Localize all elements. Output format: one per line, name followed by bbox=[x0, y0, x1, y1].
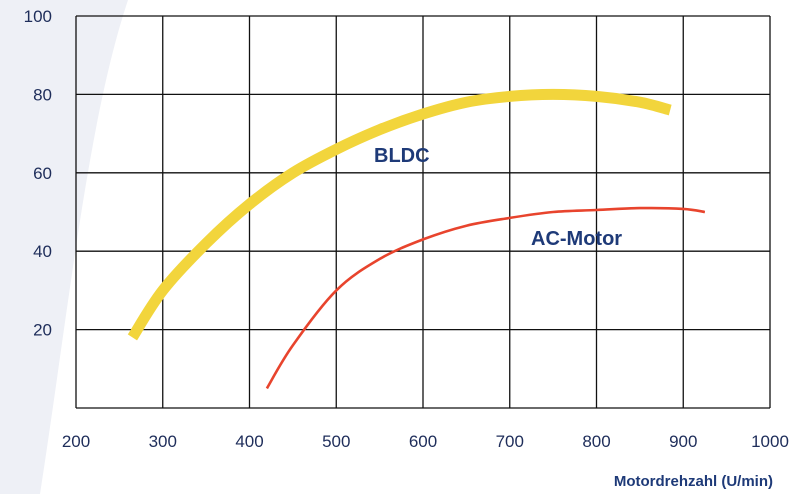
x-tick-label-400: 400 bbox=[235, 432, 263, 451]
chart-ticks: 200 300 400 500 600 700 800 900 1000 20 40 60 80 100 bbox=[24, 7, 789, 451]
x-tick-label-800: 800 bbox=[582, 432, 610, 451]
chart-grid bbox=[75, 15, 771, 409]
x-tick-label-700: 700 bbox=[496, 432, 524, 451]
background-swoosh bbox=[0, 0, 128, 494]
y-tick-label-40: 40 bbox=[33, 242, 52, 261]
y-tick-label-20: 20 bbox=[33, 321, 52, 340]
x-tick-label-900: 900 bbox=[669, 432, 697, 451]
series-label-ac-motor: AC-Motor bbox=[531, 228, 622, 250]
series-line-ac-motor bbox=[265, 206, 706, 390]
y-tick-label-80: 80 bbox=[33, 85, 52, 104]
y-tick-label-100: 100 bbox=[24, 7, 52, 26]
x-tick-label-300: 300 bbox=[149, 432, 177, 451]
y-tick-label-60: 60 bbox=[33, 164, 52, 183]
series-line-bldc bbox=[127, 88, 672, 341]
x-axis-title: Motordrehzahl (U/min) bbox=[614, 473, 773, 490]
chart-series bbox=[127, 88, 706, 390]
series-label-bldc: BLDC bbox=[374, 145, 430, 167]
x-tick-label-200: 200 bbox=[62, 432, 90, 451]
x-tick-label-1000: 1000 bbox=[751, 432, 789, 451]
x-tick-label-500: 500 bbox=[322, 432, 350, 451]
x-tick-label-600: 600 bbox=[409, 432, 437, 451]
